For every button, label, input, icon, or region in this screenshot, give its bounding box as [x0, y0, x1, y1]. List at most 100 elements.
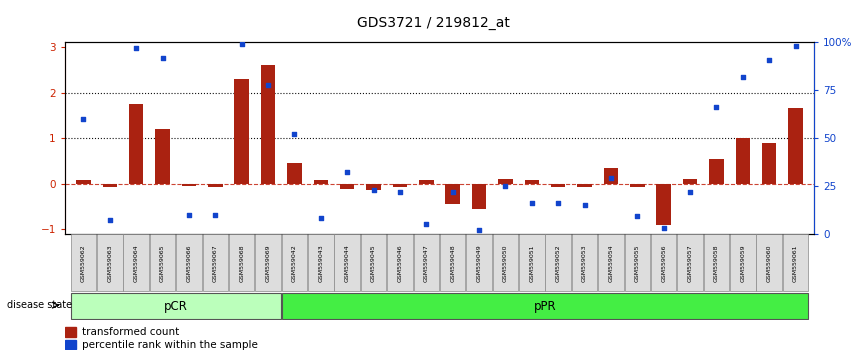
Bar: [182, 184, 197, 186]
Text: GSM559065: GSM559065: [160, 244, 165, 281]
Text: pCR: pCR: [164, 300, 188, 313]
Bar: [76, 180, 91, 184]
Bar: [730, 234, 756, 291]
Point: [366, 187, 380, 193]
Bar: [656, 184, 671, 224]
Point: [76, 116, 90, 122]
Point: [288, 131, 301, 137]
Bar: [102, 184, 117, 187]
Point: [235, 41, 249, 47]
Bar: [677, 234, 703, 291]
Point: [656, 225, 670, 231]
Bar: [208, 184, 223, 187]
Text: GSM559048: GSM559048: [450, 244, 456, 282]
Bar: [155, 129, 170, 184]
Bar: [261, 65, 275, 184]
Text: GSM559064: GSM559064: [133, 244, 139, 282]
Text: GSM559051: GSM559051: [529, 244, 534, 281]
Text: GSM559047: GSM559047: [423, 244, 429, 282]
Point: [762, 57, 776, 63]
Text: GSM559049: GSM559049: [476, 244, 481, 282]
Text: GSM559066: GSM559066: [186, 244, 191, 281]
Point: [182, 212, 196, 217]
Text: GSM559050: GSM559050: [503, 244, 508, 281]
Point: [313, 216, 327, 221]
Text: disease state: disease state: [7, 300, 72, 310]
Bar: [783, 234, 808, 291]
Point: [393, 189, 407, 194]
Bar: [366, 184, 381, 190]
Bar: [235, 79, 249, 184]
Point: [789, 44, 803, 49]
Point: [156, 55, 170, 61]
Point: [129, 45, 143, 51]
Bar: [387, 234, 413, 291]
Point: [552, 200, 565, 206]
Bar: [756, 234, 782, 291]
Bar: [604, 168, 618, 184]
Text: GSM559057: GSM559057: [688, 244, 693, 282]
Text: GSM559058: GSM559058: [714, 244, 719, 281]
Point: [709, 105, 723, 110]
Bar: [762, 143, 777, 184]
Bar: [472, 184, 487, 209]
Bar: [546, 234, 571, 291]
Point: [472, 227, 486, 233]
Text: GSM559056: GSM559056: [662, 244, 666, 281]
Text: transformed count: transformed count: [81, 327, 178, 337]
Bar: [788, 108, 803, 184]
Bar: [281, 293, 808, 319]
Bar: [413, 234, 439, 291]
Point: [604, 175, 617, 181]
Bar: [308, 234, 333, 291]
Text: GSM559067: GSM559067: [213, 244, 217, 282]
Text: GSM559061: GSM559061: [793, 244, 798, 281]
Bar: [519, 234, 545, 291]
Text: GSM559043: GSM559043: [319, 244, 323, 282]
Bar: [340, 184, 354, 189]
Point: [683, 189, 697, 194]
Bar: [281, 234, 307, 291]
Bar: [255, 234, 281, 291]
Bar: [630, 184, 644, 187]
Bar: [704, 234, 729, 291]
Point: [630, 213, 644, 219]
Text: GSM559060: GSM559060: [766, 244, 772, 281]
Text: percentile rank within the sample: percentile rank within the sample: [81, 339, 257, 349]
Point: [103, 217, 117, 223]
Bar: [578, 184, 591, 187]
Text: GSM559059: GSM559059: [740, 244, 746, 282]
Bar: [419, 180, 434, 184]
Bar: [551, 184, 565, 187]
Text: GSM559052: GSM559052: [556, 244, 560, 282]
Bar: [525, 180, 539, 184]
Text: GSM559054: GSM559054: [609, 244, 613, 282]
Point: [209, 212, 223, 217]
Text: GSM559045: GSM559045: [371, 244, 376, 282]
Bar: [65, 327, 76, 337]
Bar: [129, 104, 144, 184]
Bar: [572, 234, 598, 291]
Point: [736, 74, 750, 80]
Bar: [598, 234, 624, 291]
Point: [578, 202, 591, 208]
Bar: [313, 180, 328, 184]
Point: [499, 183, 513, 189]
Bar: [150, 234, 175, 291]
Bar: [498, 179, 513, 184]
Text: GSM559042: GSM559042: [292, 244, 297, 282]
Text: pPR: pPR: [533, 300, 556, 313]
Bar: [71, 234, 96, 291]
Point: [419, 221, 433, 227]
Point: [262, 82, 275, 87]
Text: GSM559044: GSM559044: [345, 244, 350, 282]
Bar: [466, 234, 492, 291]
Bar: [709, 159, 724, 184]
Text: GSM559062: GSM559062: [81, 244, 86, 282]
Bar: [97, 234, 123, 291]
Bar: [176, 234, 202, 291]
Bar: [392, 184, 407, 187]
Bar: [65, 340, 76, 349]
Bar: [288, 163, 301, 184]
Bar: [123, 234, 149, 291]
